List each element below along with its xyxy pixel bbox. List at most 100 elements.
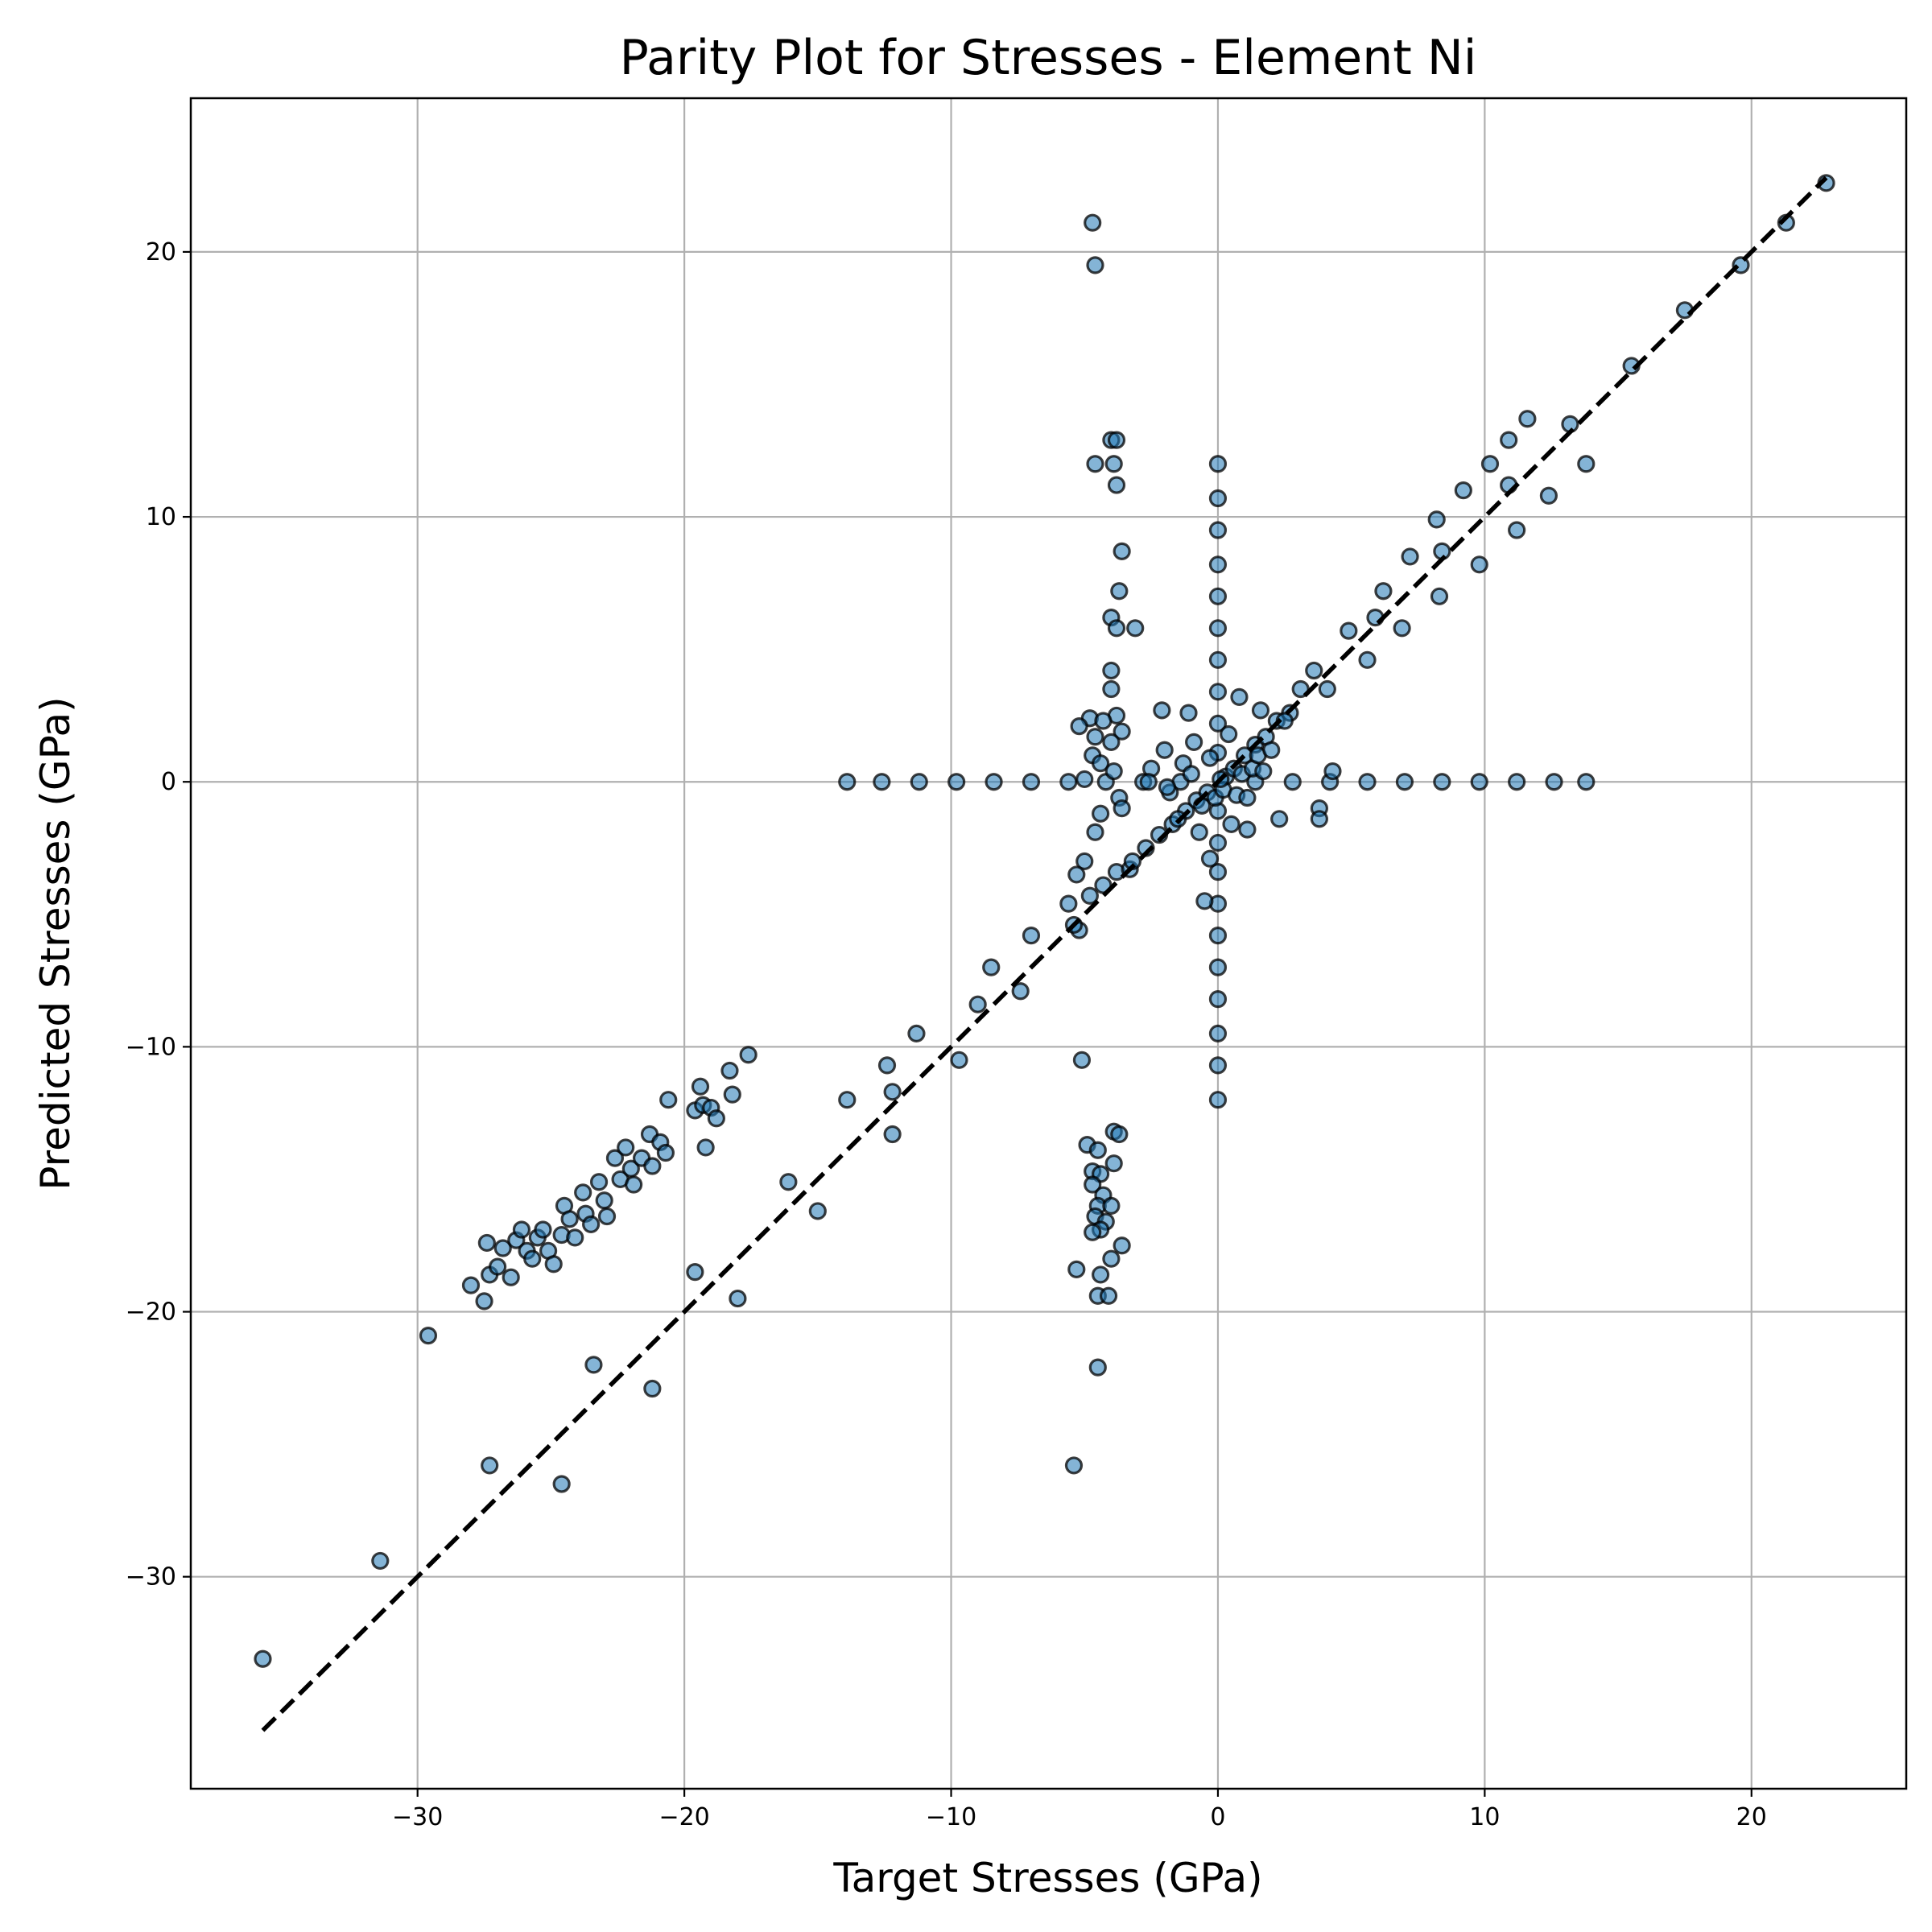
data-point xyxy=(1059,894,1078,913)
data-point xyxy=(1086,823,1104,841)
data-point xyxy=(643,1157,662,1175)
data-point xyxy=(574,1183,592,1202)
data-point xyxy=(1084,1175,1102,1194)
data-point xyxy=(584,1356,603,1374)
data-point xyxy=(1185,733,1203,751)
data-point xyxy=(1208,619,1228,638)
data-point xyxy=(950,1051,968,1069)
data-point xyxy=(907,1024,926,1043)
data-point xyxy=(720,1061,739,1080)
data-point xyxy=(1113,799,1131,818)
data-point xyxy=(1208,714,1228,733)
data-point xyxy=(659,1091,678,1109)
data-point xyxy=(1254,762,1273,781)
data-point xyxy=(1340,621,1358,640)
data-point xyxy=(1508,773,1526,791)
data-point xyxy=(1270,810,1289,828)
data-point xyxy=(1070,716,1088,736)
data-point xyxy=(1102,1196,1121,1215)
data-point xyxy=(1022,773,1041,791)
data-point xyxy=(1200,749,1220,767)
data-point xyxy=(1208,1091,1228,1109)
data-point xyxy=(1059,773,1078,791)
data-point xyxy=(691,1077,710,1096)
data-point xyxy=(1305,661,1323,680)
axis-ticks: −30 −20 −10 0 10 20 −30 −20 −10 0 10 20 xyxy=(126,238,1767,1831)
x-tick-label: 20 xyxy=(1736,1803,1767,1831)
data-point xyxy=(982,958,1001,976)
data-point xyxy=(1395,773,1414,791)
data-point xyxy=(1238,820,1257,839)
data-point xyxy=(1155,741,1174,759)
data-point xyxy=(1102,1249,1121,1268)
data-point xyxy=(1086,455,1104,473)
data-point xyxy=(1011,982,1030,1001)
data-point xyxy=(1113,722,1131,741)
data-point xyxy=(597,1207,617,1226)
data-point xyxy=(883,1083,902,1101)
data-point xyxy=(1072,1051,1092,1069)
data-point xyxy=(808,1202,827,1220)
y-tick-label: 20 xyxy=(146,238,176,266)
data-point xyxy=(1427,510,1446,529)
data-point xyxy=(512,1220,531,1239)
data-point xyxy=(1454,481,1472,500)
data-point xyxy=(686,1263,704,1282)
data-point xyxy=(1238,788,1257,807)
data-point xyxy=(1113,542,1131,560)
data-point xyxy=(1107,619,1126,638)
data-point xyxy=(1208,863,1228,881)
data-point xyxy=(1086,256,1104,275)
data-point xyxy=(1102,679,1121,699)
data-point xyxy=(1230,687,1249,706)
grid xyxy=(191,98,1906,1789)
data-point xyxy=(1208,1024,1228,1043)
data-point xyxy=(656,1143,675,1162)
data-point xyxy=(595,1191,613,1210)
data-point xyxy=(1158,778,1177,796)
data-point xyxy=(1086,728,1104,746)
data-point xyxy=(625,1175,643,1194)
parity-line-group xyxy=(261,175,1828,1732)
data-point xyxy=(544,1255,563,1274)
data-point xyxy=(1075,770,1094,789)
data-point xyxy=(1084,1223,1102,1241)
data-point xyxy=(502,1268,520,1286)
data-point xyxy=(838,773,857,791)
data-point xyxy=(696,1138,715,1157)
data-point xyxy=(1518,410,1537,428)
data-point xyxy=(1539,486,1558,505)
data-point xyxy=(779,1173,798,1191)
data-point xyxy=(1179,704,1198,722)
data-point xyxy=(1190,823,1208,841)
data-point xyxy=(1470,555,1488,574)
data-point xyxy=(1577,455,1596,473)
data-point xyxy=(1208,455,1228,473)
y-tick-label: −20 xyxy=(126,1298,176,1327)
data-point xyxy=(481,1456,499,1475)
data-point xyxy=(477,1233,496,1253)
data-point xyxy=(1208,1056,1228,1075)
data-point xyxy=(947,773,966,791)
data-point xyxy=(1358,650,1377,669)
y-tick-label: 0 xyxy=(161,768,176,796)
data-point xyxy=(1094,712,1113,730)
data-point xyxy=(371,1551,390,1571)
data-point xyxy=(1110,582,1129,601)
data-point xyxy=(560,1210,579,1228)
data-point xyxy=(1318,679,1336,699)
data-point xyxy=(493,1239,512,1257)
data-point xyxy=(1067,1260,1086,1278)
data-point xyxy=(1262,741,1281,759)
data-point xyxy=(1104,455,1123,473)
data-point xyxy=(1430,587,1449,605)
data-point xyxy=(723,1085,741,1104)
data-point xyxy=(968,995,987,1013)
data-point xyxy=(1067,865,1086,884)
data-point xyxy=(1113,1236,1131,1255)
plot-frame xyxy=(189,97,1908,1790)
data-point xyxy=(1470,773,1488,791)
data-point xyxy=(1401,547,1419,566)
y-axis-label: Predicted Stresses (GPa) xyxy=(32,696,79,1190)
data-point xyxy=(475,1292,493,1311)
